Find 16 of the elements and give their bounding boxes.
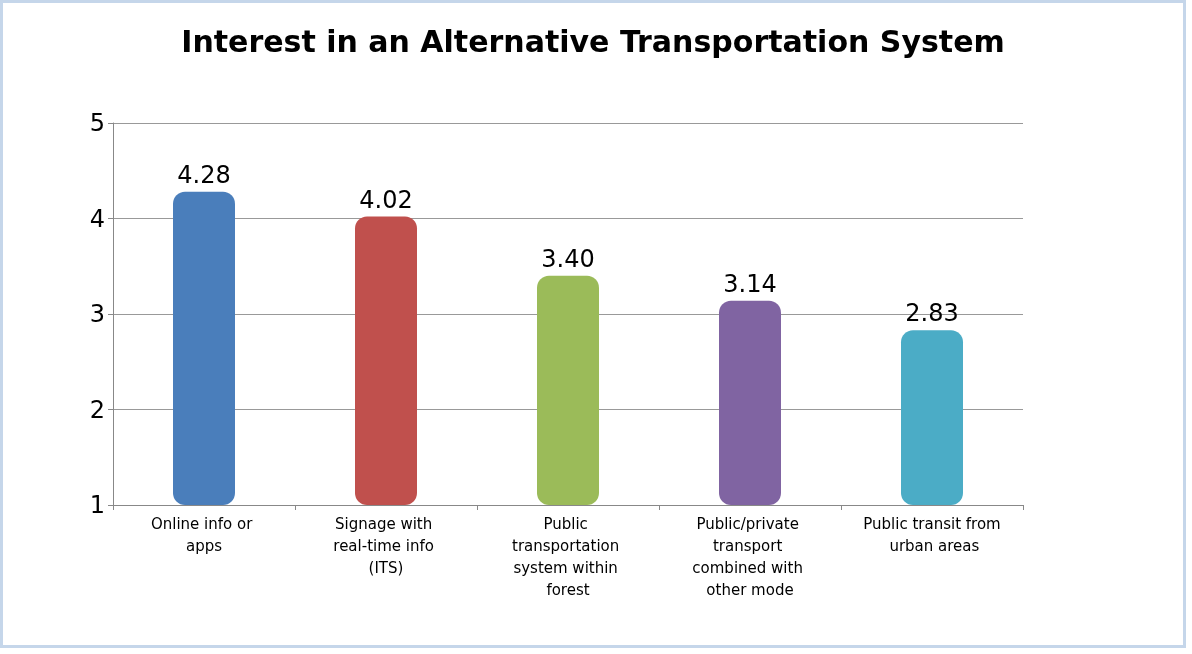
x-tick-label: Public transit from urban areas <box>863 515 1001 555</box>
x-tick-label: Public/private transport combined with other mode <box>692 515 808 599</box>
data-label: 2.83 <box>905 299 959 328</box>
y-tick-label: 4 <box>89 204 105 233</box>
data-label: 3.14 <box>723 269 777 298</box>
y-tick-label: 3 <box>89 300 105 328</box>
data-label: 3.40 <box>541 244 595 273</box>
x-tick-label: Online info or apps <box>150 515 258 555</box>
x-tick-label: Public transportation system within forest <box>511 515 625 599</box>
y-tick-label: 1 <box>89 491 105 519</box>
x-tick-label: Signage with real-time info (ITS) <box>333 515 439 577</box>
y-tick-label: 5 <box>89 109 105 137</box>
data-label: 4.02 <box>359 185 413 214</box>
y-tick-label: 2 <box>89 395 105 424</box>
chart-title: Interest in an Alternative Transportation System <box>181 23 1005 59</box>
data-label: 4.28 <box>177 160 231 189</box>
